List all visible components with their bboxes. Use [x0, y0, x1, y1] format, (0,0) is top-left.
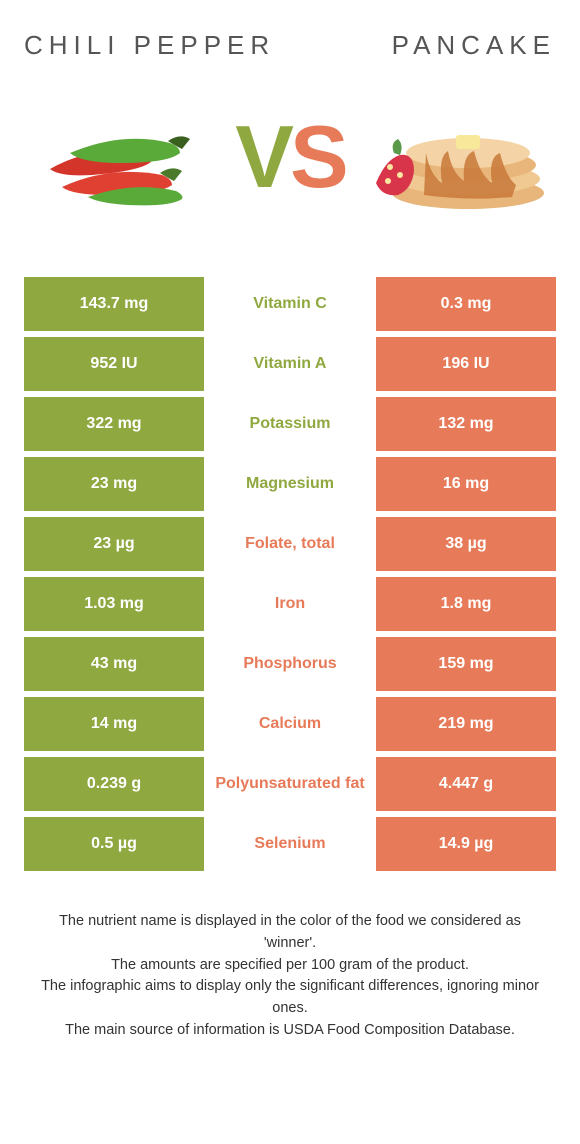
left-value: 322 mg: [24, 397, 204, 451]
table-row: 0.5 µgSelenium14.9 µg: [24, 817, 556, 871]
chili-pepper-image: [32, 97, 222, 217]
table-row: 0.239 gPolyunsaturated fat4.447 g: [24, 757, 556, 811]
table-row: 322 mgPotassium132 mg: [24, 397, 556, 451]
table-row: 23 mgMagnesium16 mg: [24, 457, 556, 511]
title-row: CHILI PEPPER PANCAKE: [24, 30, 556, 61]
footnote-line: The main source of information is USDA F…: [34, 1020, 546, 1042]
nutrient-label: Potassium: [204, 397, 376, 451]
nutrient-table: 143.7 mgVitamin C0.3 mg 952 IUVitamin A19…: [24, 277, 556, 871]
right-value: 196 IU: [376, 337, 556, 391]
vs-s: S: [290, 106, 345, 208]
left-food-title: CHILI PEPPER: [24, 30, 275, 61]
right-value: 14.9 µg: [376, 817, 556, 871]
left-value: 0.239 g: [24, 757, 204, 811]
right-value: 4.447 g: [376, 757, 556, 811]
right-value: 219 mg: [376, 697, 556, 751]
right-value: 159 mg: [376, 637, 556, 691]
footnote-line: The infographic aims to display only the…: [34, 976, 546, 1020]
nutrient-label: Polyunsaturated fat: [204, 757, 376, 811]
table-row: 952 IUVitamin A196 IU: [24, 337, 556, 391]
nutrient-label: Phosphorus: [204, 637, 376, 691]
table-row: 14 mgCalcium219 mg: [24, 697, 556, 751]
right-value: 1.8 mg: [376, 577, 556, 631]
right-value: 132 mg: [376, 397, 556, 451]
nutrient-label: Vitamin A: [204, 337, 376, 391]
nutrient-label: Magnesium: [204, 457, 376, 511]
right-value: 0.3 mg: [376, 277, 556, 331]
left-value: 1.03 mg: [24, 577, 204, 631]
pancake-image: [358, 97, 548, 217]
nutrient-label: Iron: [204, 577, 376, 631]
left-value: 0.5 µg: [24, 817, 204, 871]
left-value: 43 mg: [24, 637, 204, 691]
table-row: 143.7 mgVitamin C0.3 mg: [24, 277, 556, 331]
nutrient-label: Vitamin C: [204, 277, 376, 331]
left-value: 143.7 mg: [24, 277, 204, 331]
right-food-title: PANCAKE: [392, 30, 556, 61]
table-row: 23 µgFolate, total38 µg: [24, 517, 556, 571]
vs-v: V: [235, 106, 290, 208]
footnotes: The nutrient name is displayed in the co…: [24, 911, 556, 1042]
nutrient-label: Selenium: [204, 817, 376, 871]
right-value: 16 mg: [376, 457, 556, 511]
vs-label: VS: [235, 106, 344, 208]
right-value: 38 µg: [376, 517, 556, 571]
footnote-line: The amounts are specified per 100 gram o…: [34, 955, 546, 977]
table-row: 1.03 mgIron1.8 mg: [24, 577, 556, 631]
left-value: 14 mg: [24, 697, 204, 751]
table-row: 43 mgPhosphorus159 mg: [24, 637, 556, 691]
nutrient-label: Folate, total: [204, 517, 376, 571]
left-value: 23 mg: [24, 457, 204, 511]
left-value: 952 IU: [24, 337, 204, 391]
left-value: 23 µg: [24, 517, 204, 571]
nutrient-label: Calcium: [204, 697, 376, 751]
hero-row: VS: [24, 97, 556, 217]
footnote-line: The nutrient name is displayed in the co…: [34, 911, 546, 955]
